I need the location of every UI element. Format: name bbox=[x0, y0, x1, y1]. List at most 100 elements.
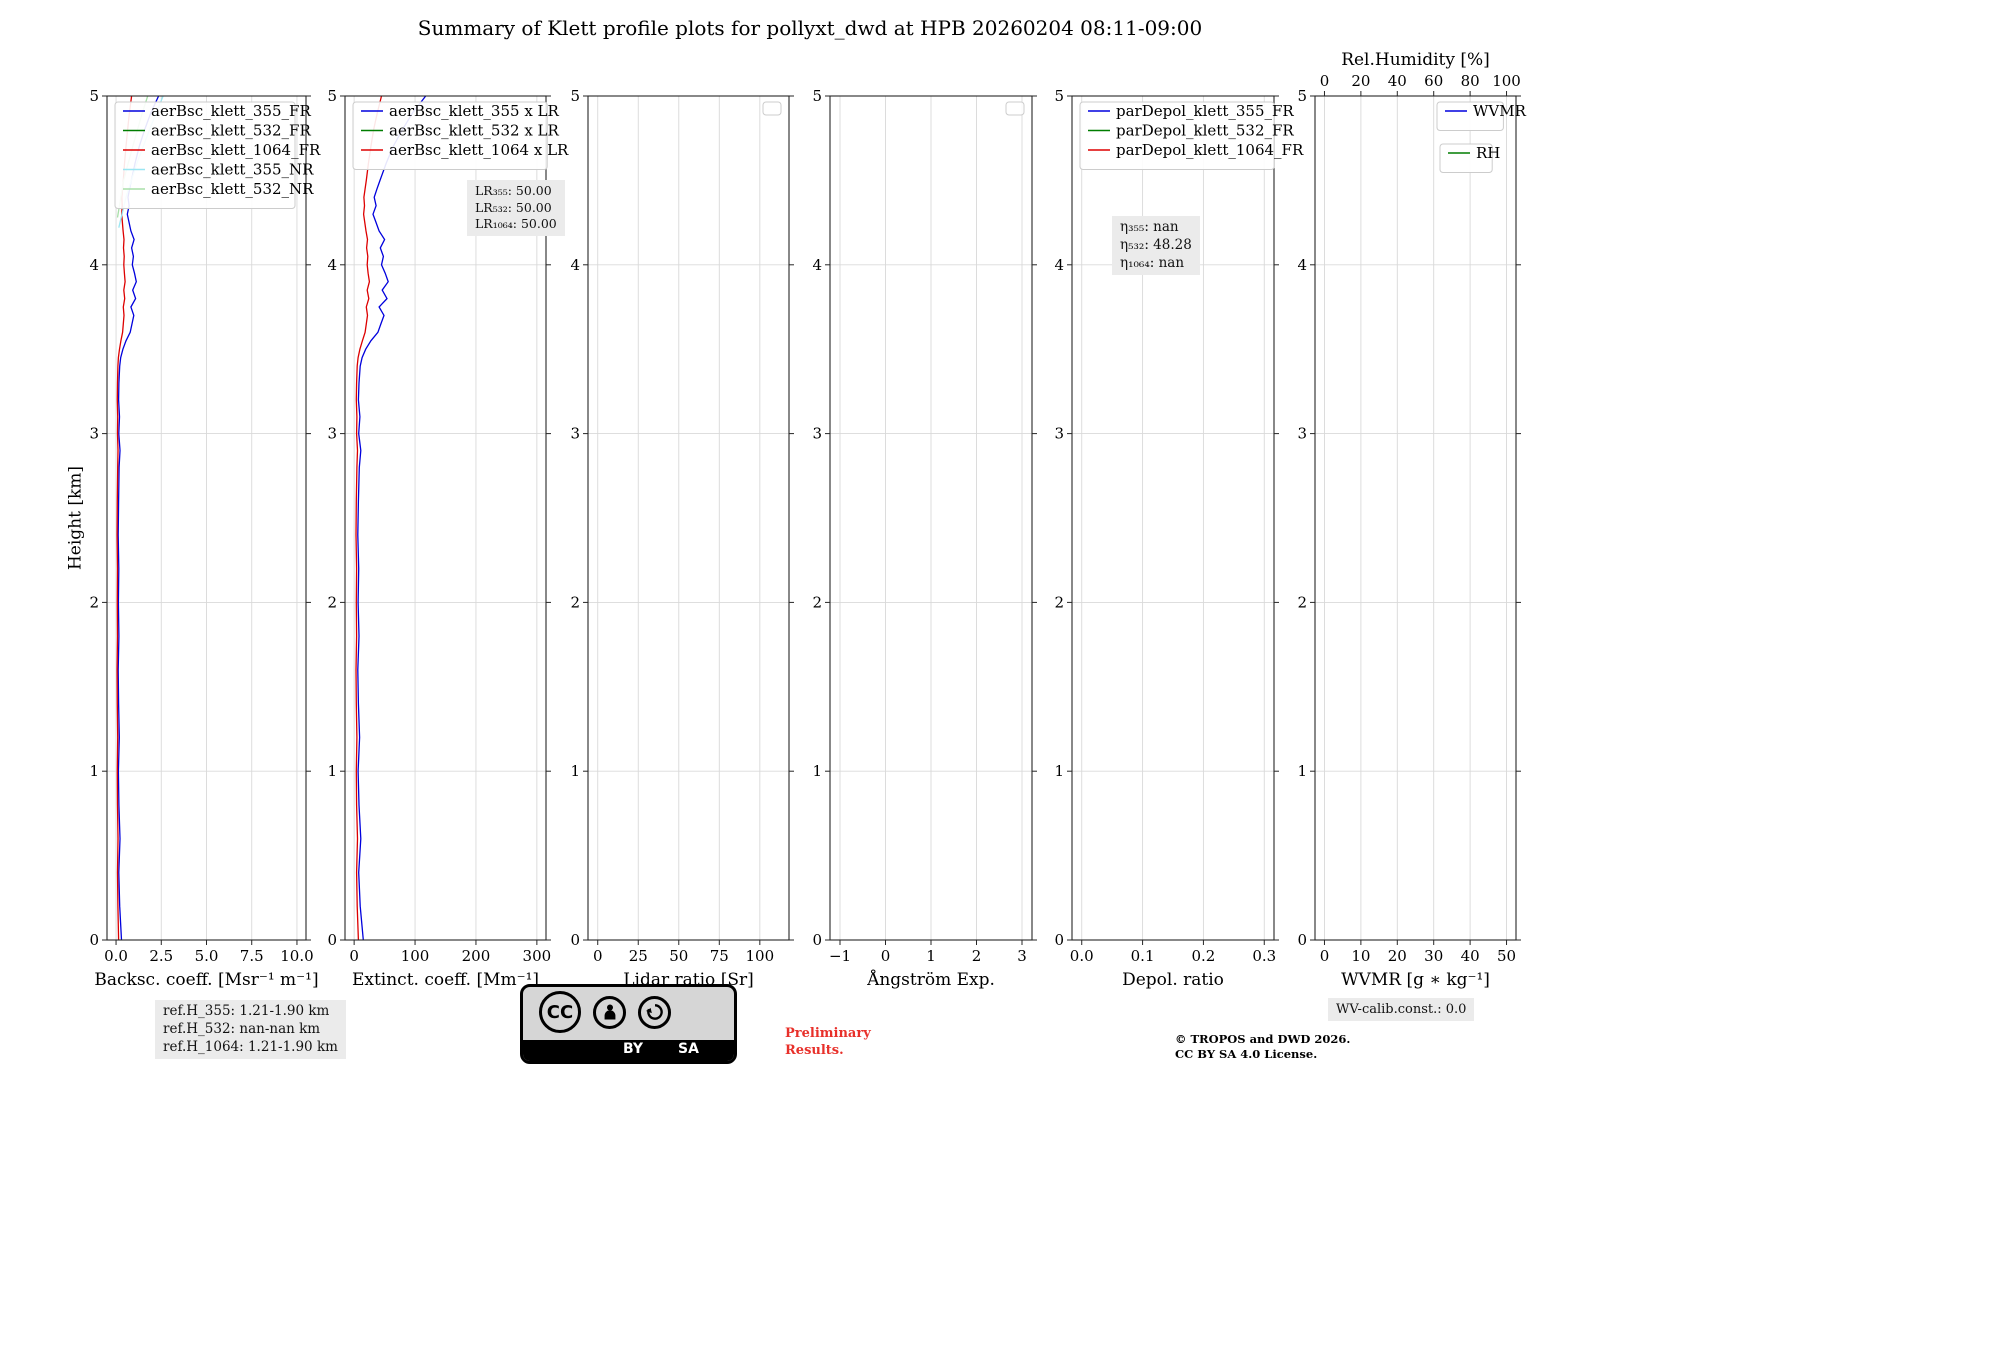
axes-frame bbox=[1071, 95, 1275, 941]
x-axis-label: Depol. ratio bbox=[1122, 970, 1224, 990]
y-tick-label: 1 bbox=[89, 762, 99, 780]
copyright-note: © TROPOS and DWD 2026. CC BY SA 4.0 Lice… bbox=[1175, 1032, 1350, 1062]
page-title: Summary of Klett profile plots for polly… bbox=[417, 16, 1203, 40]
eta-values-box: η₃₅₅: nan η₅₃₂: 48.28 η₁₀₆₄: nan bbox=[1112, 216, 1200, 276]
x-tick-label: −1 bbox=[829, 947, 851, 965]
x-tick-label: 0.0 bbox=[104, 947, 128, 965]
x-tick-label: 0.2 bbox=[1191, 947, 1215, 965]
y-tick-label: 4 bbox=[1297, 256, 1307, 274]
x-tick-label: 2.5 bbox=[149, 947, 173, 965]
reference-height-box: ref.H_355: 1.21-1.90 km ref.H_532: nan-n… bbox=[155, 1000, 346, 1060]
y-tick-label: 2 bbox=[1054, 593, 1064, 611]
x-tick-label: 100 bbox=[401, 947, 430, 965]
x-tick-label: 300 bbox=[523, 947, 552, 965]
legend-entry-label: aerBsc_klett_532_FR bbox=[151, 122, 311, 140]
y-tick-label: 3 bbox=[327, 425, 337, 443]
axes-frame bbox=[587, 95, 790, 941]
legend-entry-label: parDepol_klett_532_FR bbox=[1116, 122, 1294, 140]
cc-icon: CC bbox=[539, 991, 581, 1033]
legend-box bbox=[1439, 143, 1493, 173]
x-tick-label: 100 bbox=[746, 947, 775, 965]
refh-355: ref.H_355: 1.21-1.90 km bbox=[163, 1003, 330, 1019]
y-tick-label: 0 bbox=[812, 931, 822, 949]
x-tick-label: 25 bbox=[629, 947, 648, 965]
axes-frame bbox=[344, 95, 547, 941]
y-tick-label: 1 bbox=[812, 762, 822, 780]
legend-box-empty bbox=[762, 101, 782, 116]
y-tick-label: 4 bbox=[1054, 256, 1064, 274]
x-tick-label: 3 bbox=[1017, 947, 1027, 965]
legend: WVMR bbox=[1436, 101, 1527, 131]
x-tick-label: 50 bbox=[669, 947, 688, 965]
x-tick-label: 0 bbox=[593, 947, 603, 965]
aerBsc_klett_355_x_LR-line bbox=[357, 95, 427, 941]
y-tick-label: 3 bbox=[570, 425, 580, 443]
legend-box bbox=[352, 101, 548, 170]
legend-entry-label: aerBsc_klett_355 x LR bbox=[389, 102, 560, 120]
y-tick-label: 3 bbox=[89, 425, 99, 443]
y-tick-label: 0 bbox=[1054, 931, 1064, 949]
y-tick-label: 1 bbox=[1297, 762, 1307, 780]
y-tick-label: 3 bbox=[1054, 425, 1064, 443]
cc-strip: BY SA bbox=[523, 1040, 734, 1061]
x-tick-label: 1 bbox=[926, 947, 936, 965]
top-tick-label: 20 bbox=[1351, 72, 1370, 90]
y-tick-label: 3 bbox=[1297, 425, 1307, 443]
cc-sa-arrow-icon bbox=[638, 995, 671, 1029]
y-tick-label: 5 bbox=[327, 87, 337, 105]
y-tick-label: 5 bbox=[1054, 87, 1064, 105]
legend-box-empty bbox=[1005, 101, 1025, 116]
y-tick-label: 2 bbox=[1297, 593, 1307, 611]
legend-box bbox=[1079, 101, 1275, 170]
preliminary-line1: Preliminary bbox=[785, 1026, 871, 1041]
refh-532: ref.H_532: nan-nan km bbox=[163, 1020, 321, 1037]
legend-box bbox=[1436, 101, 1504, 131]
y-tick-label: 0 bbox=[570, 931, 580, 949]
aerBsc_klett_355_FR-line bbox=[117, 95, 160, 941]
legend: parDepol_klett_355_FR parDepol_klett_532_… bbox=[1079, 101, 1304, 170]
x-tick-label: 20 bbox=[1388, 947, 1407, 965]
legend: aerBsc_klett_355_FR aerBsc_klett_532_FRae… bbox=[114, 101, 321, 209]
panel-angstroem: −1 0 1 2 3 0 1 2 3 4 5 Ångström Exp. bbox=[812, 87, 1037, 990]
y-tick-label: 0 bbox=[327, 931, 337, 949]
y-tick-label: 2 bbox=[812, 593, 822, 611]
eta-532-value: η₅₃₂: 48.28 bbox=[1120, 236, 1192, 253]
aerBsc_klett_1064_x_LR-line bbox=[355, 95, 383, 941]
x-tick-label: 2 bbox=[972, 947, 982, 965]
x-tick-label: 0.3 bbox=[1252, 947, 1276, 965]
legend-entry-label: aerBsc_klett_1064_FR bbox=[151, 141, 321, 159]
cc-by-label: BY bbox=[623, 1041, 644, 1057]
y-tick-label: 1 bbox=[570, 762, 580, 780]
y-tick-label: 4 bbox=[327, 256, 337, 274]
cc-sa-label: SA bbox=[678, 1041, 699, 1057]
copyright-line1: © TROPOS and DWD 2026. bbox=[1175, 1032, 1351, 1046]
x-tick-label: 0 bbox=[881, 947, 891, 965]
x-axis-label: WVMR [g ∗ kg⁻¹] bbox=[1341, 970, 1490, 990]
cc-license-badge: CC BY SA bbox=[520, 984, 737, 1064]
y-tick-label: 3 bbox=[812, 425, 822, 443]
axes-frame bbox=[1314, 95, 1517, 941]
legend bbox=[1005, 101, 1025, 116]
y-tick-label: 2 bbox=[89, 593, 99, 611]
panel-extinction: 0 100 200 300 0 1 2 3 4 5 Extinct. coeff. [Mm⁻¹] ae… bbox=[327, 87, 569, 990]
x-tick-label: 200 bbox=[462, 947, 491, 965]
y-tick-label: 0 bbox=[1297, 931, 1307, 949]
top-tick-label: 40 bbox=[1388, 72, 1407, 90]
legend-entry-label: RH bbox=[1476, 144, 1500, 162]
legend-entry-label: aerBsc_klett_355_NR bbox=[151, 161, 314, 179]
legend-box bbox=[114, 101, 296, 209]
legend-entry-label: WVMR bbox=[1473, 102, 1527, 120]
x-tick-label: 50 bbox=[1497, 947, 1516, 965]
lr-1064-value: LR₁₀₆₄: 50.00 bbox=[475, 216, 557, 231]
eta-355-value: η₃₅₅: nan bbox=[1120, 219, 1179, 235]
lidar-ratio-values-box: LR₃₅₅: 50.00 LR₅₃₂: 50.00 LR₁₀₆₄: 50.00 bbox=[467, 180, 565, 236]
y-tick-label: 1 bbox=[327, 762, 337, 780]
lr-355-value: LR₃₅₅: 50.00 bbox=[475, 183, 552, 198]
y-tick-label: 2 bbox=[327, 593, 337, 611]
top-tick-label: 100 bbox=[1492, 72, 1521, 90]
x-tick-label: 75 bbox=[710, 947, 729, 965]
top-tick-label: 60 bbox=[1424, 72, 1443, 90]
